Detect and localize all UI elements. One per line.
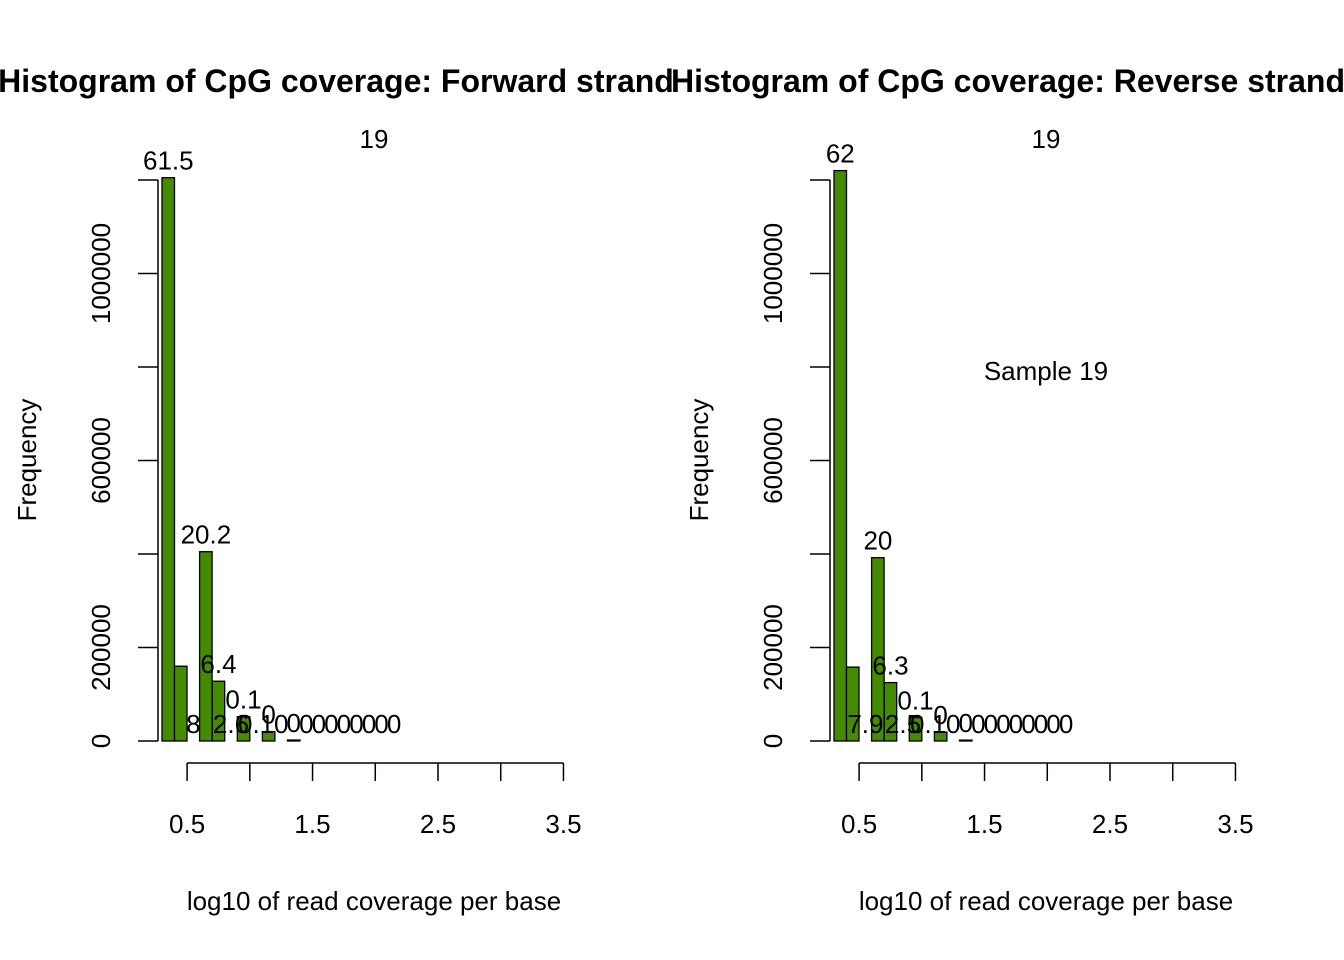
bar-percent-label: 6.4 (200, 649, 236, 679)
bar-percent-label: 0 (337, 709, 351, 739)
x-tick-label: 2.5 (1092, 809, 1128, 839)
x-tick-label: 3.5 (545, 809, 581, 839)
histogram-bar (908, 716, 923, 742)
y-tick-label: 200000 (758, 604, 788, 691)
y-tick-label: 0 (758, 734, 788, 748)
chart-title: Histogram of CpG coverage: Forward stran… (0, 63, 674, 99)
bar-percent-label: 0 (299, 709, 313, 739)
bar-percent-label: 61.5 (143, 146, 194, 176)
histogram-bar (211, 680, 226, 742)
bar-percent-label: 0 (1046, 709, 1060, 739)
bar-percent-label: 0.1 (910, 709, 946, 739)
bar-percent-label: 7.9 (847, 709, 883, 739)
histogram-bar (286, 739, 301, 742)
bar-percent-label: 0 (1009, 709, 1023, 739)
chart-title: Histogram of CpG coverage: Reverse stran… (671, 63, 1344, 99)
chart-subtitle: 19 (360, 124, 389, 154)
x-axis-label: log10 of read coverage per base (859, 886, 1233, 916)
bar-percent-label: 0 (1021, 709, 1035, 739)
y-axis: 0 200000 600000 1000000 (758, 179, 831, 748)
histogram-bar (958, 739, 973, 742)
histogram-bar (845, 666, 860, 742)
histogram-bar (870, 557, 885, 742)
y-axis-label: Frequency (12, 399, 42, 522)
x-tick-label: 3.5 (1217, 809, 1253, 839)
x-tick-label: 1.5 (294, 809, 330, 839)
bar-percent-label: 0 (374, 709, 388, 739)
bar-percent-label: 2.5 (885, 709, 921, 739)
bar-percent-label: 0 (1059, 709, 1073, 739)
y-tick-label: 1000000 (758, 223, 788, 324)
y-axis-label: Frequency (684, 399, 714, 522)
histogram-bar (236, 716, 251, 742)
histogram-bar (198, 551, 213, 742)
y-axis: 0 200000 600000 1000000 (86, 179, 159, 748)
bar-percent-label: 20 (863, 526, 892, 556)
y-tick-label: 1000000 (86, 223, 116, 324)
forward-strand-panel: Histogram of CpG coverage: Forward stran… (0, 63, 674, 916)
bar-percent-label: 0 (349, 709, 363, 739)
histogram-bar (173, 665, 188, 742)
histogram-bar (161, 177, 176, 742)
bar-percent-label: 0.1 (897, 686, 933, 716)
bar-percent-label: 0 (958, 708, 972, 738)
x-tick-label: 0.5 (169, 809, 205, 839)
bar-percent-label: 0 (312, 709, 326, 739)
y-tick-label: 600000 (758, 417, 788, 504)
bar-percent-label: 0 (274, 709, 288, 739)
bar-percent-label: 8 (186, 709, 200, 739)
histogram-bar (261, 730, 276, 742)
bar-percent-label: 0 (324, 709, 338, 739)
bar-series (161, 177, 301, 742)
sample-annotation: Sample 19 (984, 356, 1108, 386)
bar-percent-label: 0.1 (225, 685, 261, 715)
bar-percent-label: 20.2 (181, 520, 232, 550)
bar-series (833, 169, 973, 742)
bar-percent-label: 0 (971, 709, 985, 739)
bar-percent-label: 0 (984, 709, 998, 739)
bar-percent-label: 0 (933, 700, 947, 730)
bar-percent-label: 62 (826, 139, 855, 169)
x-axis: 0.5 1.5 2.5 3.5 (841, 762, 1254, 839)
bar-percent-label: 0.1 (238, 709, 274, 739)
histogram-bar (833, 169, 848, 742)
bar-percent-label: 0 (286, 708, 300, 738)
x-axis-label: log10 of read coverage per base (187, 886, 561, 916)
x-tick-label: 1.5 (966, 809, 1002, 839)
bar-percent-label: 6.3 (872, 651, 908, 681)
x-axis: 0.5 1.5 2.5 3.5 (169, 762, 582, 839)
y-tick-label: 0 (86, 734, 116, 748)
histogram-bar (883, 681, 898, 742)
bar-percent-label: 0 (996, 709, 1010, 739)
histogram-bar (933, 731, 948, 742)
bar-percent-label: 0 (261, 700, 275, 730)
x-tick-label: 0.5 (841, 809, 877, 839)
chart-subtitle: 19 (1032, 124, 1061, 154)
reverse-strand-panel: Histogram of CpG coverage: Reverse stran… (671, 63, 1344, 916)
y-tick-label: 600000 (86, 417, 116, 504)
bar-percent-label: 0 (362, 709, 376, 739)
bar-percent-label: 0 (387, 709, 401, 739)
bar-percent-label: 0 (1034, 709, 1048, 739)
bar-percent-label: 0 (946, 709, 960, 739)
y-tick-label: 200000 (86, 604, 116, 691)
x-tick-label: 2.5 (420, 809, 456, 839)
bar-percent-label: 2.6 (213, 709, 249, 739)
